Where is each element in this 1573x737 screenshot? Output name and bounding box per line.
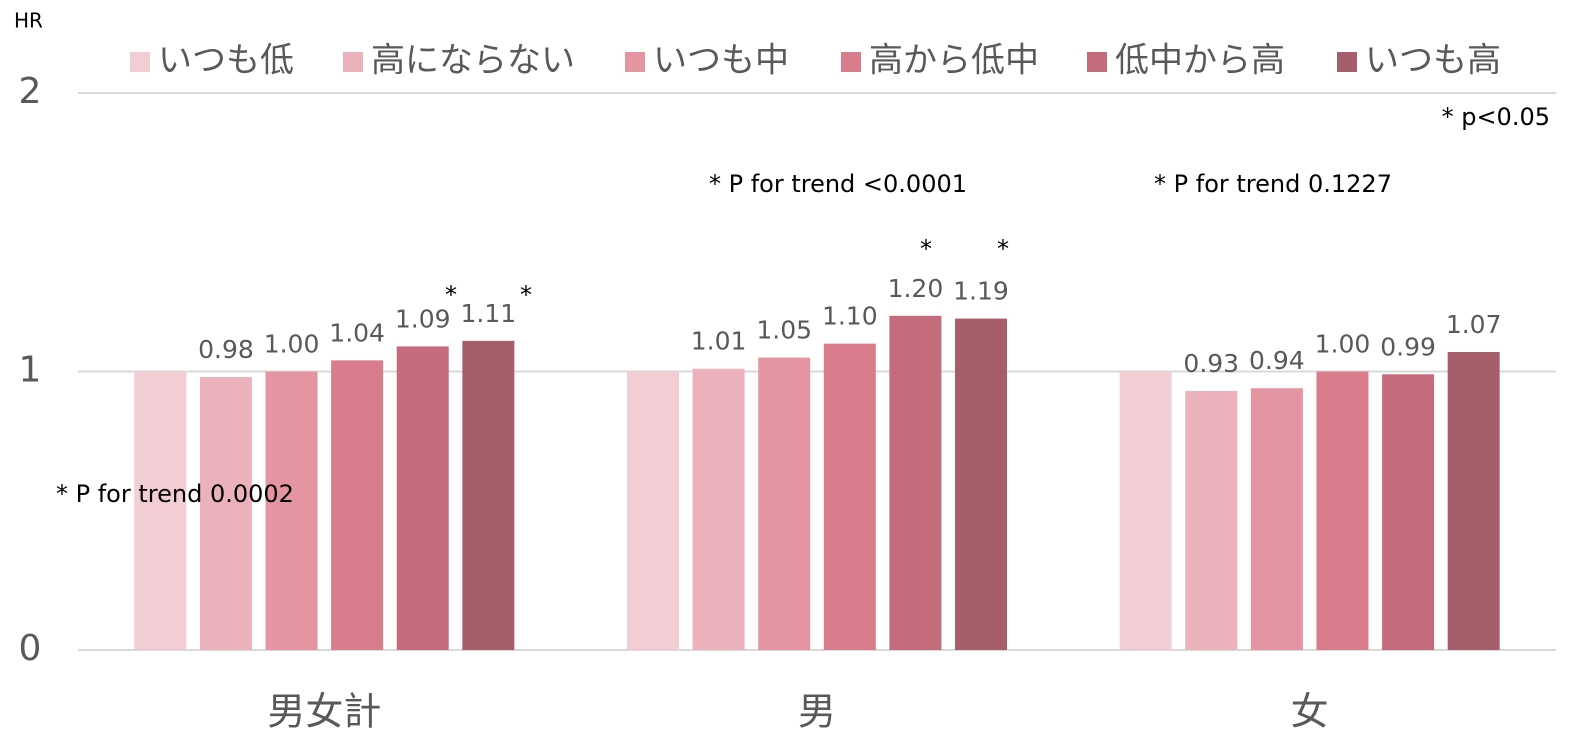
value-label: 1.20 <box>888 274 944 303</box>
y-tick-label: 1 <box>19 350 42 391</box>
bar <box>1447 352 1500 650</box>
annotation: * P for trend <0.0001 <box>709 170 967 198</box>
bar <box>265 371 318 650</box>
bar <box>199 377 252 650</box>
legend-swatch <box>130 52 150 72</box>
bar <box>889 315 942 650</box>
legend-swatch <box>625 52 645 72</box>
bar <box>462 340 515 650</box>
bar <box>692 368 745 650</box>
y-tick-label: 0 <box>19 628 42 669</box>
value-label: 1.11 <box>460 299 516 328</box>
annotation: * P for trend 0.0002 <box>56 480 294 508</box>
bar <box>331 360 384 650</box>
bar <box>134 371 187 650</box>
value-label: 1.04 <box>329 318 385 347</box>
legend-label: いつも低 <box>158 41 294 81</box>
legend-label: いつも中 <box>653 41 789 81</box>
value-label: 0.94 <box>1249 346 1305 375</box>
bar <box>955 318 1007 650</box>
legend-label: 低中から高 <box>1115 41 1285 81</box>
value-label: 1.10 <box>822 302 878 331</box>
annotation: * <box>997 235 1009 263</box>
legend-swatch <box>343 52 363 72</box>
bar <box>1185 390 1238 650</box>
legend-swatch <box>841 52 861 72</box>
bar <box>627 371 679 650</box>
legend-swatch <box>1337 52 1357 72</box>
annotation: * <box>920 235 932 263</box>
legend-swatch <box>1087 52 1107 72</box>
annotation: * P for trend 0.1227 <box>1154 170 1392 198</box>
bar <box>823 343 876 650</box>
value-label: 1.01 <box>691 327 747 356</box>
value-label: 1.00 <box>1315 330 1371 359</box>
bar <box>1316 371 1369 650</box>
annotation: * <box>520 281 532 309</box>
bar <box>396 346 449 650</box>
legend-label: 高にならない <box>371 41 575 81</box>
value-label: 0.98 <box>198 335 254 364</box>
value-label: 0.99 <box>1380 332 1436 361</box>
bar <box>1119 371 1172 650</box>
value-label: 1.05 <box>756 316 812 345</box>
value-label: 0.93 <box>1183 349 1239 378</box>
value-label: 1.00 <box>264 330 320 359</box>
annotation: * p<0.05 <box>1442 103 1550 131</box>
x-tick-label: 男女計 <box>267 690 381 734</box>
bar <box>1250 388 1303 650</box>
value-label: 1.19 <box>953 277 1009 306</box>
y-axis-label: HR <box>14 9 43 33</box>
x-tick-label: 女 <box>1291 690 1329 734</box>
y-tick-label: 2 <box>19 71 42 112</box>
bar <box>758 357 811 650</box>
value-label: 1.07 <box>1446 310 1502 339</box>
value-label: 1.09 <box>395 304 451 333</box>
x-tick-label: 男 <box>798 690 836 734</box>
legend-label: 高から低中 <box>869 41 1039 81</box>
legend-label: いつも高 <box>1365 41 1501 81</box>
annotation: * <box>445 281 457 309</box>
bar <box>1382 374 1435 650</box>
